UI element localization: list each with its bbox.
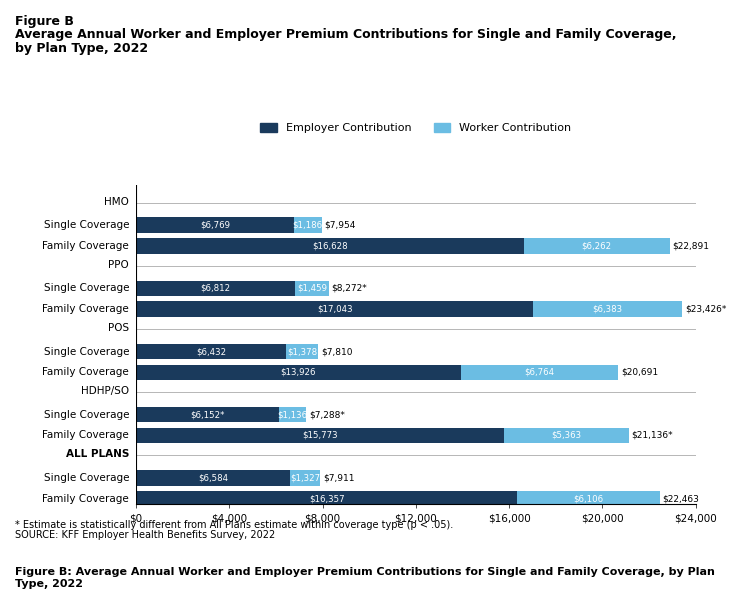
Text: $6,152*: $6,152*	[191, 410, 225, 419]
Text: $6,812: $6,812	[200, 284, 231, 293]
Bar	[294, 218, 321, 233]
Text: Single Coverage: Single Coverage	[44, 346, 129, 357]
Text: $6,106: $6,106	[574, 494, 603, 503]
Bar	[517, 491, 660, 506]
Bar	[136, 239, 524, 254]
Bar	[136, 344, 286, 359]
Text: $20,691: $20,691	[621, 368, 658, 377]
Text: HMO: HMO	[104, 197, 129, 207]
Bar	[290, 470, 321, 486]
Text: Family Coverage: Family Coverage	[42, 367, 129, 378]
Text: $16,357: $16,357	[309, 494, 345, 503]
Text: ALL PLANS: ALL PLANS	[66, 449, 129, 459]
Text: $7,911: $7,911	[324, 474, 355, 482]
Text: Figure B: Figure B	[15, 15, 74, 28]
Text: * Estimate is statistically different from All Plans estimate within coverage ty: * Estimate is statistically different fr…	[15, 520, 454, 530]
Text: $6,584: $6,584	[198, 474, 228, 482]
Text: Single Coverage: Single Coverage	[44, 284, 129, 293]
Bar	[136, 470, 290, 486]
Bar	[295, 280, 329, 296]
Bar	[136, 427, 503, 443]
Bar	[136, 218, 294, 233]
Text: $15,773: $15,773	[302, 431, 338, 440]
Bar	[503, 427, 629, 443]
Text: $7,810: $7,810	[321, 347, 352, 356]
Text: $1,378: $1,378	[287, 347, 317, 356]
Legend: Employer Contribution, Worker Contribution: Employer Contribution, Worker Contributi…	[260, 123, 572, 133]
Bar	[533, 301, 682, 317]
Text: $1,136: $1,136	[277, 410, 308, 419]
Bar	[286, 344, 318, 359]
Bar	[460, 365, 618, 380]
Bar	[136, 491, 517, 506]
Text: $6,262: $6,262	[581, 242, 612, 251]
Text: $22,891: $22,891	[672, 242, 709, 251]
Text: $22,463: $22,463	[662, 494, 699, 503]
Bar	[136, 301, 533, 317]
Text: $17,043: $17,043	[317, 305, 352, 314]
Bar	[524, 239, 670, 254]
Text: Family Coverage: Family Coverage	[42, 430, 129, 440]
Text: Average Annual Worker and Employer Premium Contributions for Single and Family C: Average Annual Worker and Employer Premi…	[15, 28, 677, 41]
Text: Figure B: Average Annual Worker and Employer Premium Contributions for Single an: Figure B: Average Annual Worker and Empl…	[15, 567, 715, 589]
Bar	[136, 365, 460, 380]
Text: $5,363: $5,363	[551, 431, 581, 440]
Text: $1,327: $1,327	[290, 474, 320, 482]
Text: Family Coverage: Family Coverage	[42, 494, 129, 504]
Text: Family Coverage: Family Coverage	[42, 241, 129, 251]
Bar	[136, 280, 295, 296]
Text: $21,136*: $21,136*	[631, 431, 673, 440]
Text: by Plan Type, 2022: by Plan Type, 2022	[15, 42, 148, 55]
Text: $13,926: $13,926	[280, 368, 316, 377]
Text: HDHP/SO: HDHP/SO	[81, 386, 129, 396]
Text: Family Coverage: Family Coverage	[42, 304, 129, 314]
Text: PPO: PPO	[108, 260, 129, 270]
Text: $7,954: $7,954	[324, 221, 355, 230]
Text: $8,272*: $8,272*	[332, 284, 367, 293]
Text: POS: POS	[108, 323, 129, 333]
Text: $23,426*: $23,426*	[685, 305, 727, 314]
Text: SOURCE: KFF Employer Health Benefits Survey, 2022: SOURCE: KFF Employer Health Benefits Sur…	[15, 530, 275, 540]
Bar	[280, 407, 306, 423]
Text: Single Coverage: Single Coverage	[44, 473, 129, 483]
Text: $1,459: $1,459	[297, 284, 327, 293]
Text: Single Coverage: Single Coverage	[44, 410, 129, 419]
Text: $1,186: $1,186	[293, 221, 323, 230]
Text: $6,769: $6,769	[200, 221, 230, 230]
Text: $7,288*: $7,288*	[308, 410, 345, 419]
Text: Single Coverage: Single Coverage	[44, 220, 129, 231]
Text: $6,432: $6,432	[196, 347, 226, 356]
Bar	[136, 407, 280, 423]
Text: $6,764: $6,764	[525, 368, 555, 377]
Text: $16,628: $16,628	[312, 242, 348, 251]
Text: $6,383: $6,383	[593, 305, 623, 314]
